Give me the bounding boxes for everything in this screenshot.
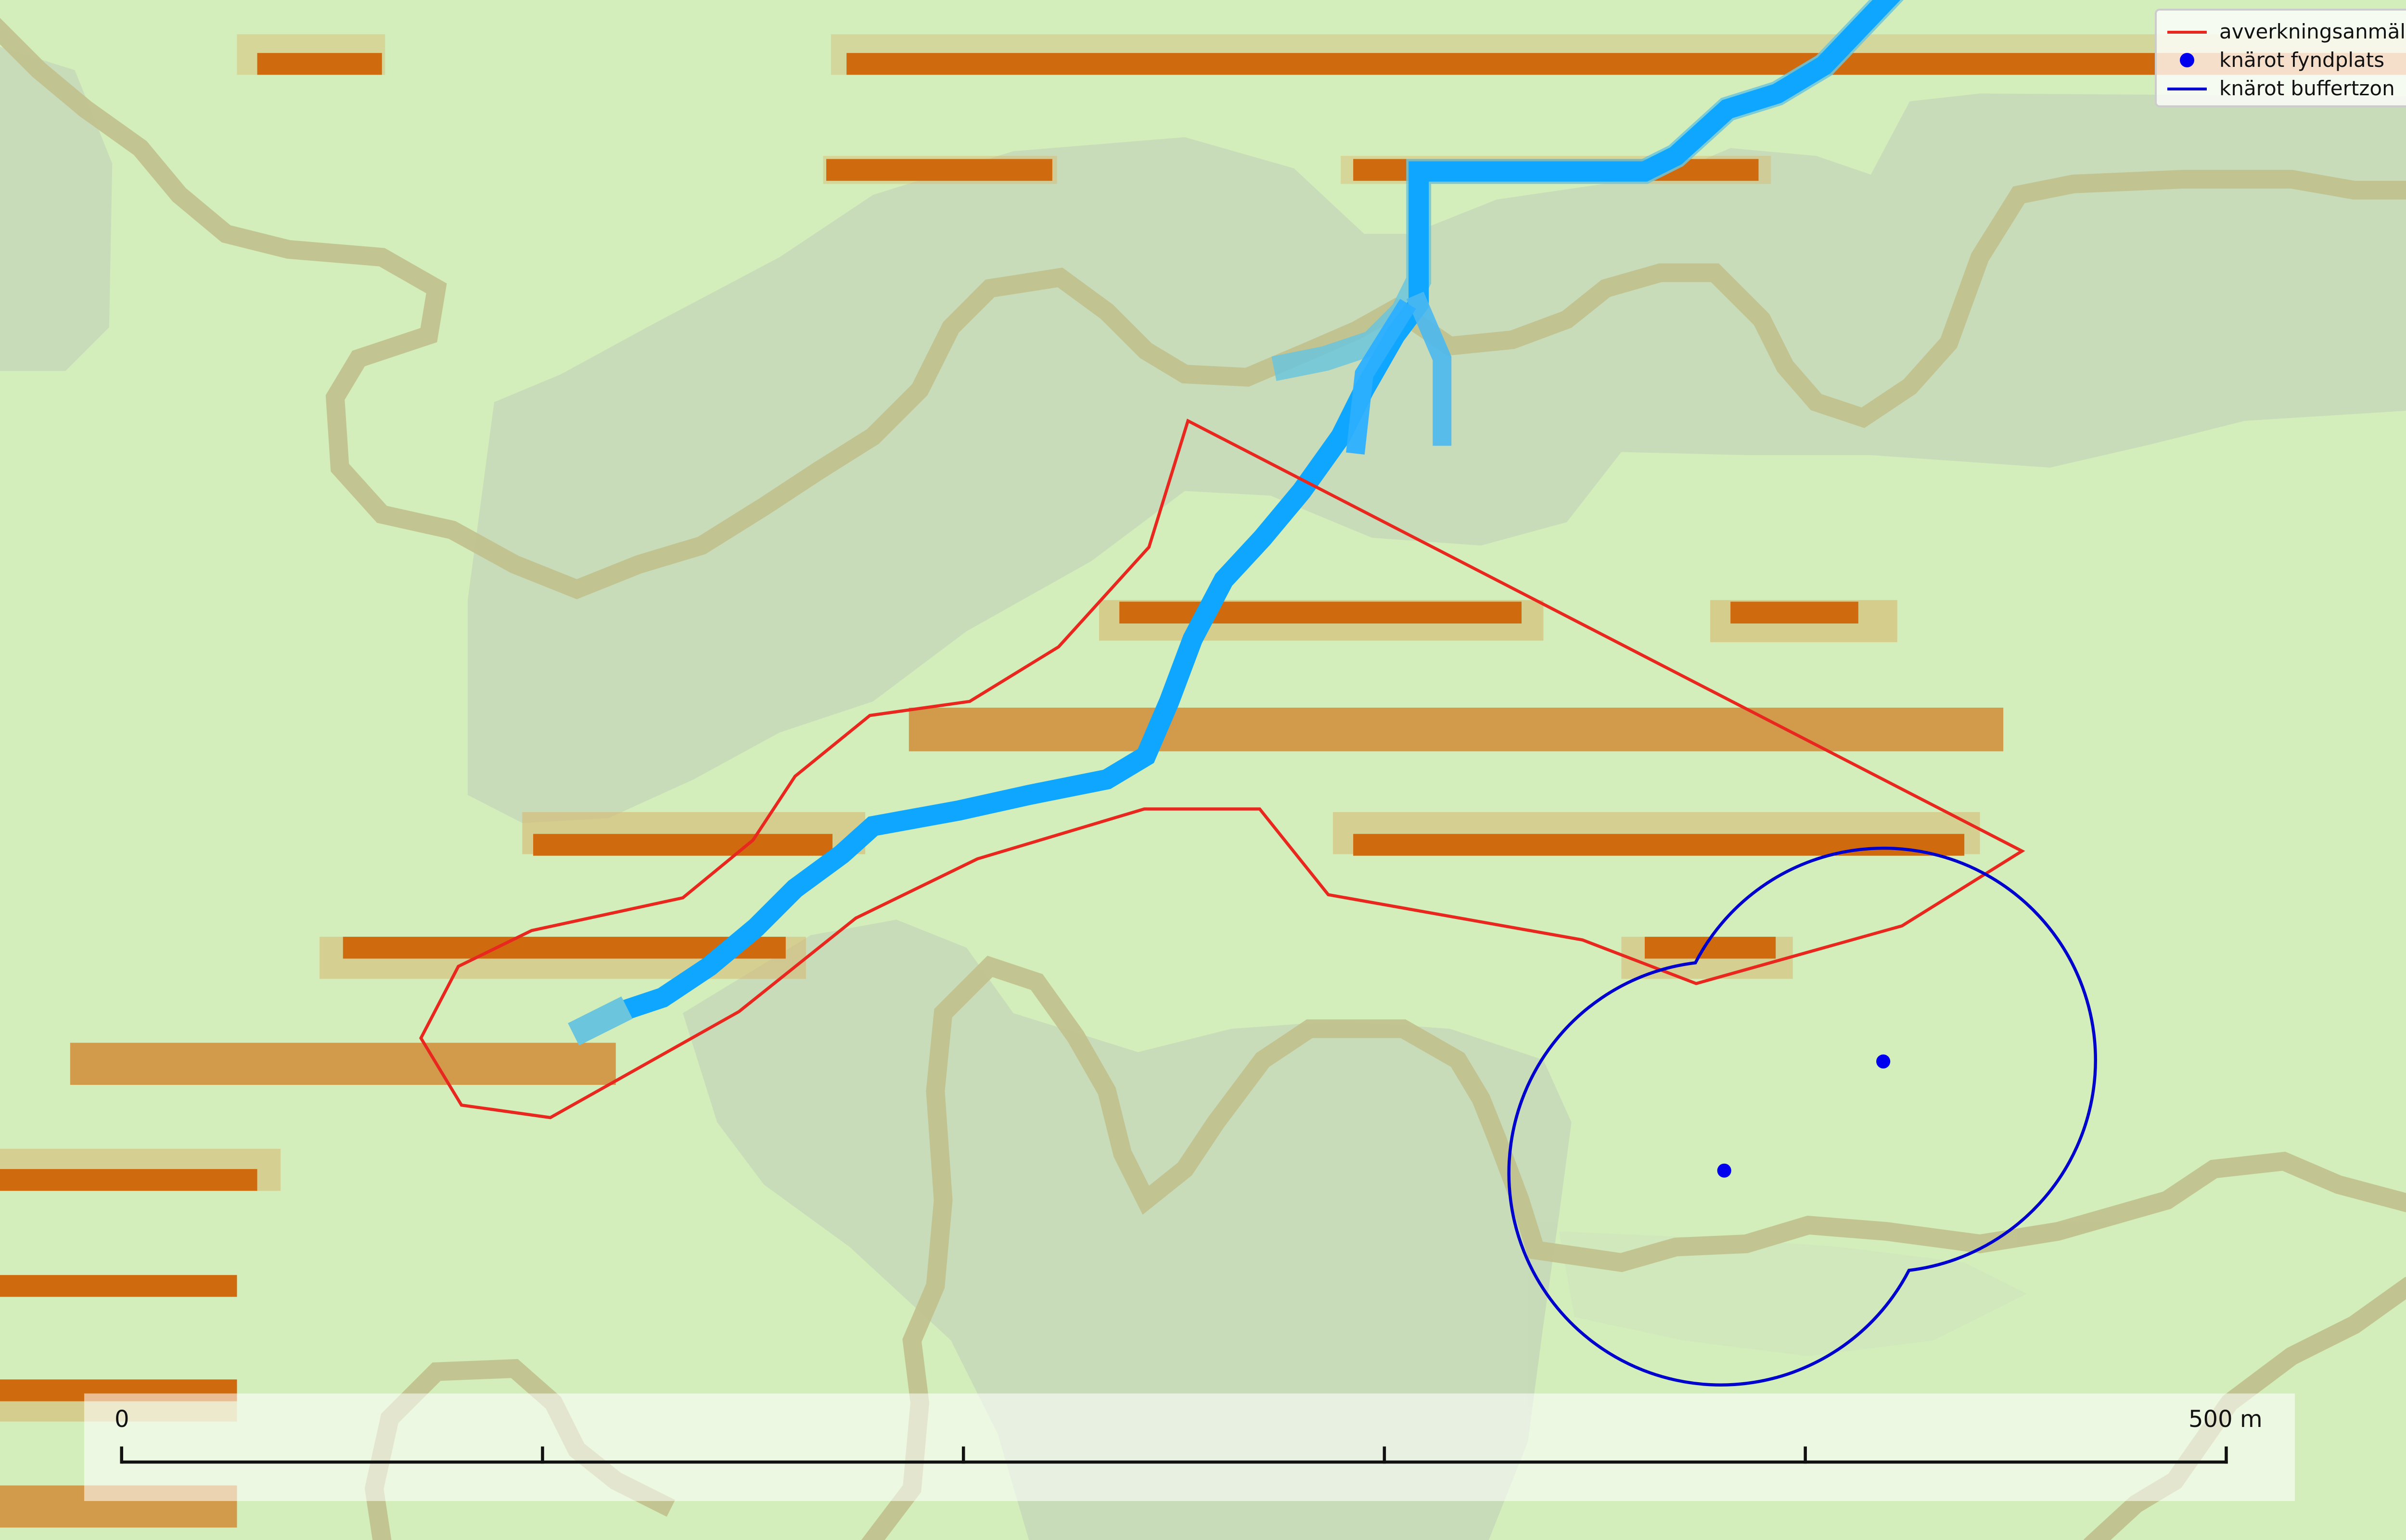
legend-line-swatch xyxy=(2167,88,2207,90)
relief-area xyxy=(683,919,1572,1540)
scale-end-label: 500 m xyxy=(2188,1406,2263,1433)
legend-row-buffer-zone: knärot buffertzon xyxy=(2165,74,2395,103)
find-point xyxy=(1717,1163,1731,1178)
find-point xyxy=(1876,1054,1891,1069)
stream-branch xyxy=(1346,299,1416,455)
blue-dot-legend-icon xyxy=(2165,46,2209,75)
buffer-zone-outline xyxy=(1507,846,2097,1387)
relief-area xyxy=(467,93,2406,823)
scale-bar xyxy=(84,1393,2295,1502)
harvest-area xyxy=(419,419,2025,1120)
stream xyxy=(568,0,1904,1046)
relief-area xyxy=(0,47,113,371)
road-segment xyxy=(1730,601,1858,624)
blue-line-legend-icon xyxy=(2165,74,2209,103)
legend-label: knärot fyndplats xyxy=(2219,48,2385,72)
red-line-legend-icon xyxy=(2165,17,2209,46)
road-segment xyxy=(909,707,2004,751)
stream-channel xyxy=(603,0,1901,1026)
legend-label: avverkningsanmälan xyxy=(2219,20,2406,43)
road-segment xyxy=(826,159,1052,181)
relief-area xyxy=(1559,1231,2027,1356)
legend-line-swatch xyxy=(2167,31,2207,34)
road-segment xyxy=(533,834,833,856)
legend-row-harvest: avverkningsanmälan xyxy=(2165,17,2406,46)
stream-branch xyxy=(1406,292,1452,446)
scale-bar-background xyxy=(84,1393,2295,1502)
legend-dot-swatch xyxy=(2180,53,2194,67)
road-segment xyxy=(1353,834,1965,856)
scale-start-label: 0 xyxy=(115,1406,129,1433)
road-segment xyxy=(1119,601,1522,624)
road-segment xyxy=(846,53,2406,75)
road-segment xyxy=(0,1169,257,1191)
road-segment xyxy=(257,53,382,75)
legend-label: knärot buffertzon xyxy=(2219,76,2395,100)
road-segment xyxy=(0,1275,237,1297)
roads xyxy=(0,34,2406,1528)
harvest-polygon xyxy=(419,419,2025,1120)
contour-line xyxy=(0,18,2406,599)
buffer-zone xyxy=(1507,846,2097,1387)
stream-end xyxy=(568,996,633,1046)
road-segment xyxy=(70,1043,616,1085)
relief-shading xyxy=(0,47,2406,1540)
contour-line xyxy=(861,955,2406,1540)
map-legend: avverkningsanmälan knärot fyndplats knär… xyxy=(2155,9,2406,107)
legend-row-find-point: knärot fyndplats xyxy=(2165,46,2384,75)
